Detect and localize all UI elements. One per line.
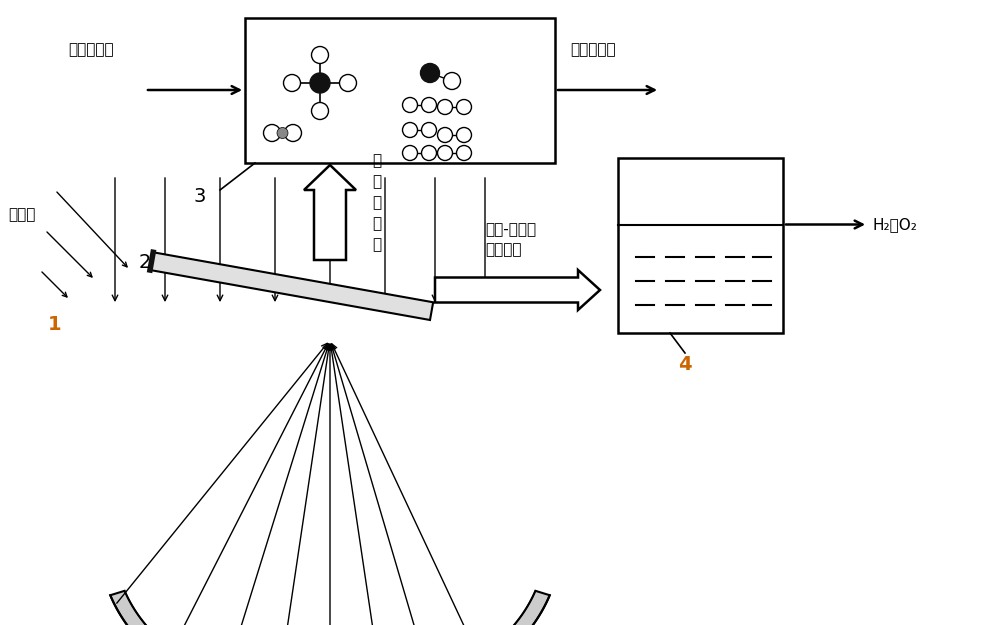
Circle shape bbox=[312, 46, 328, 64]
Text: 3: 3 bbox=[194, 188, 206, 206]
Text: 4: 4 bbox=[678, 356, 692, 374]
Polygon shape bbox=[150, 253, 433, 320]
Text: 2: 2 bbox=[139, 254, 151, 272]
Circle shape bbox=[457, 99, 472, 114]
Circle shape bbox=[420, 64, 440, 82]
Circle shape bbox=[312, 102, 328, 119]
Circle shape bbox=[402, 146, 417, 161]
Circle shape bbox=[422, 146, 436, 161]
Circle shape bbox=[422, 122, 436, 138]
Circle shape bbox=[284, 74, 300, 91]
Circle shape bbox=[443, 72, 460, 89]
Text: 紫外-部分可
见光波段: 紫外-部分可 见光波段 bbox=[485, 222, 536, 258]
Bar bbox=[245, 18, 555, 163]
Circle shape bbox=[310, 73, 330, 93]
Circle shape bbox=[438, 99, 452, 114]
Text: 太阳光: 太阳光 bbox=[8, 208, 35, 222]
FancyArrow shape bbox=[304, 165, 356, 260]
Text: 红
外
光
波
段: 红 外 光 波 段 bbox=[372, 154, 381, 252]
FancyArrow shape bbox=[435, 270, 600, 310]
Bar bbox=[618, 158, 783, 333]
Circle shape bbox=[457, 127, 472, 142]
Circle shape bbox=[402, 122, 417, 138]
Polygon shape bbox=[110, 591, 550, 625]
Text: 甲醇等原料: 甲醇等原料 bbox=[68, 42, 114, 58]
Circle shape bbox=[340, 74, 357, 91]
Circle shape bbox=[438, 127, 452, 142]
Circle shape bbox=[438, 146, 452, 161]
Text: H₂、O₂: H₂、O₂ bbox=[873, 217, 918, 232]
Circle shape bbox=[277, 127, 288, 139]
Circle shape bbox=[422, 98, 436, 112]
Circle shape bbox=[402, 98, 417, 112]
Text: 合成气输出: 合成气输出 bbox=[570, 42, 616, 58]
Circle shape bbox=[264, 124, 280, 141]
Text: 1: 1 bbox=[48, 316, 62, 334]
Circle shape bbox=[457, 146, 472, 161]
Circle shape bbox=[285, 124, 302, 141]
